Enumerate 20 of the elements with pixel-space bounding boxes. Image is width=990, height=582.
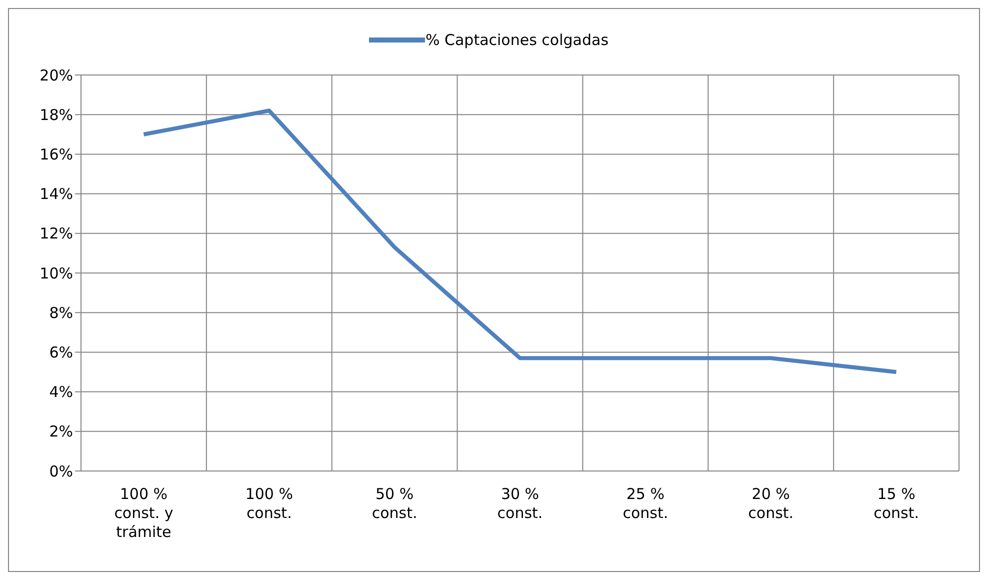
x-tick-label: 100 % const. bbox=[245, 485, 293, 522]
y-tick-label: 18% bbox=[40, 106, 73, 124]
x-tick-label: 50 % const. bbox=[372, 485, 418, 522]
x-tick-label: 20 % const. bbox=[748, 485, 794, 522]
y-tick-label: 8% bbox=[49, 304, 73, 322]
y-tick-label: 12% bbox=[40, 224, 73, 243]
x-tick-label: 30 % const. bbox=[497, 485, 543, 522]
line-series bbox=[142, 108, 898, 374]
x-tick-label: 100 % const. y trámite bbox=[114, 485, 174, 541]
y-tick-label: 20% bbox=[40, 66, 73, 84]
y-tick-label: 4% bbox=[49, 383, 73, 402]
y-tick-label: 2% bbox=[49, 422, 73, 441]
y-tick-label: 14% bbox=[40, 185, 73, 204]
y-tick-label: 10% bbox=[40, 264, 73, 282]
legend-label: % Captaciones colgadas bbox=[425, 31, 609, 49]
y-tick-label: 16% bbox=[40, 146, 73, 164]
x-tick-label: 15 % const. bbox=[874, 485, 919, 522]
y-tick-label: 6% bbox=[49, 344, 73, 362]
y-tick-label: 0% bbox=[49, 462, 73, 480]
x-tick-label: 25 % const. bbox=[622, 485, 668, 522]
